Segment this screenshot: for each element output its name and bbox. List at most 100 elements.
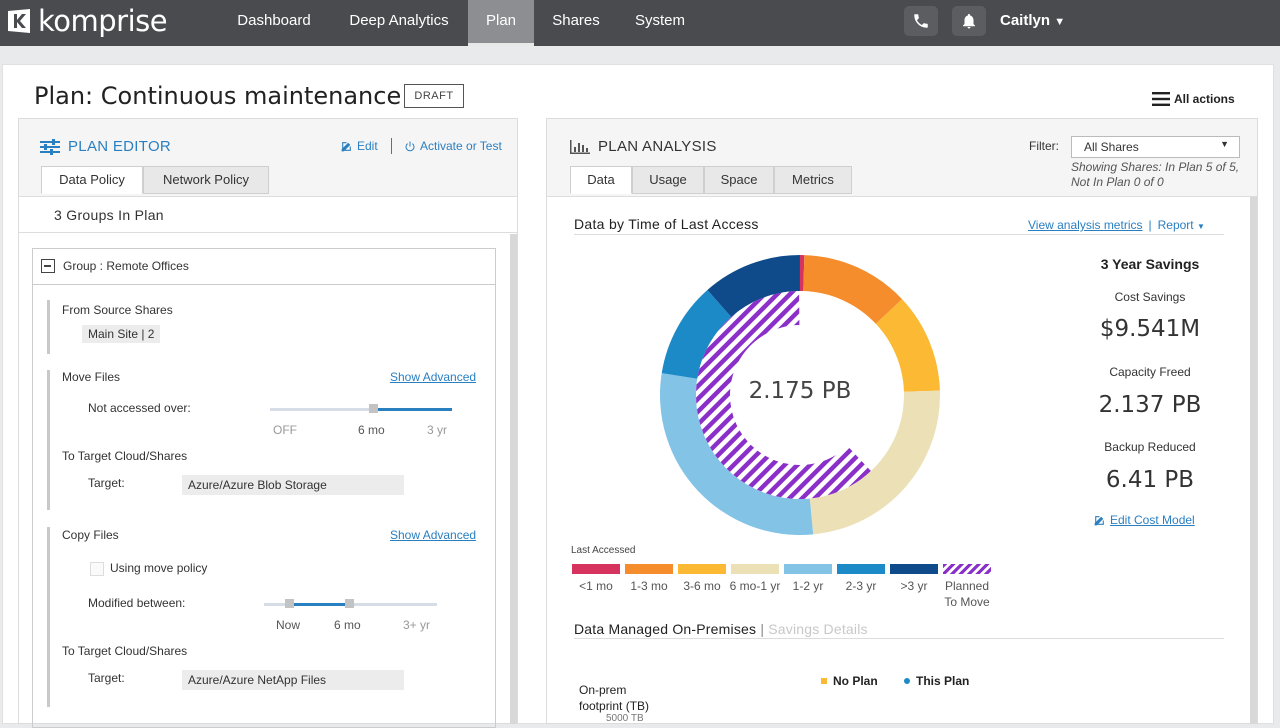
- copy-slider-handle-end[interactable]: [345, 599, 354, 608]
- donut-slice-2[interactable]: [803, 255, 903, 324]
- phone-button[interactable]: [904, 6, 938, 36]
- copy-slider-handle-start[interactable]: [285, 599, 294, 608]
- source-share-chip[interactable]: Main Site | 2: [82, 325, 161, 343]
- logo-text: komprise: [38, 4, 168, 38]
- donut-slice-5[interactable]: [660, 373, 814, 535]
- move-slider-handle[interactable]: [369, 404, 378, 413]
- legend-this-plan: This Plan: [904, 674, 969, 688]
- divider: [391, 138, 392, 154]
- using-move-policy-checkbox[interactable]: [90, 562, 104, 576]
- tab-usage[interactable]: Usage: [632, 166, 704, 194]
- donut-slice-3[interactable]: [875, 299, 940, 392]
- legend-label: 1-2 yr: [792, 579, 824, 593]
- report-label: Report: [1157, 218, 1194, 232]
- status-badge: DRAFT: [404, 84, 464, 108]
- logo[interactable]: komprise: [6, 4, 168, 38]
- filter-select[interactable]: All Shares ▼: [1071, 136, 1240, 158]
- move-slider-label-max: 3 yr: [427, 423, 448, 437]
- tab-data[interactable]: Data: [570, 166, 632, 194]
- copy-target-field[interactable]: Azure/Azure NetApp Files: [182, 670, 404, 690]
- legend-label: >3 yr: [900, 579, 928, 593]
- phone-icon: [914, 14, 928, 28]
- chart-title: Data by Time of Last Access: [574, 216, 759, 232]
- backup-reduced-label: Backup Reduced: [1104, 440, 1196, 454]
- plan-editor-panel: [18, 118, 518, 724]
- section-bar: [47, 370, 50, 510]
- move-show-advanced-link[interactable]: Show Advanced: [390, 370, 477, 384]
- nav-tab-dashboard[interactable]: Dashboard: [237, 12, 311, 29]
- tab-data-policy[interactable]: Data Policy: [41, 166, 143, 194]
- nav-tab-shares[interactable]: Shares: [552, 12, 600, 29]
- edit-button[interactable]: Edit: [340, 139, 378, 153]
- legend-label: 3-6 mo: [683, 579, 721, 593]
- tab-metrics[interactable]: Metrics: [774, 166, 852, 194]
- capacity-freed-value: 2.137 PB: [1098, 392, 1202, 418]
- page-title-prefix: Plan:: [34, 82, 94, 110]
- donut-slice-6[interactable]: [661, 290, 732, 379]
- copy-slider-label-mid: 6 mo: [334, 618, 361, 632]
- notifications-button[interactable]: [952, 6, 986, 36]
- copy-slider-label-min: Now: [276, 618, 301, 632]
- analysis-scrollbar[interactable]: [1250, 197, 1257, 724]
- footprint-tick: 5000 TB: [606, 713, 644, 724]
- nav-tab-plan[interactable]: Plan: [468, 0, 534, 46]
- plan-analysis-title: PLAN ANALYSIS: [570, 138, 717, 155]
- legend-swatch: [731, 564, 779, 574]
- legend-label: 2-3 yr: [845, 579, 877, 593]
- legend-swatch: [837, 564, 885, 574]
- modified-between-label: Modified between:: [88, 596, 186, 610]
- showing-shares: Showing Shares: In Plan 5 of 5, Not In P…: [1071, 160, 1239, 190]
- activate-button[interactable]: Activate or Test: [404, 139, 502, 153]
- donut-slice-4[interactable]: [809, 390, 940, 535]
- divider: [19, 232, 517, 233]
- move-target-field[interactable]: Azure/Azure Blob Storage: [182, 475, 404, 495]
- copy-show-advanced-link[interactable]: Show Advanced: [390, 528, 477, 542]
- cost-savings-label: Cost Savings: [1114, 290, 1186, 304]
- donut-chart: [660, 255, 940, 535]
- all-actions-label: All actions: [1174, 92, 1235, 106]
- group-name: Remote Offices: [106, 259, 189, 273]
- onprem-title: Data Managed On-Premises: [574, 621, 757, 637]
- showing-shares-line2: Not In Plan 0 of 0: [1071, 175, 1164, 189]
- donut-slice-1[interactable]: [800, 255, 805, 292]
- user-menu[interactable]: Caitlyn ▼: [1000, 0, 1065, 42]
- legend-swatch: [678, 564, 726, 574]
- planned-to-move-arc: [696, 291, 871, 499]
- report-dropdown[interactable]: Report ▼: [1158, 218, 1205, 232]
- copy-files-title: Copy Files: [62, 528, 119, 542]
- all-actions-menu[interactable]: All actions: [1152, 92, 1235, 106]
- tab-network-policy[interactable]: Network Policy: [143, 166, 269, 194]
- chart-links: View analysis metrics | Report ▼: [1028, 218, 1205, 232]
- nav-tab-system[interactable]: System: [634, 12, 685, 29]
- top-nav: komprise Dashboard Deep Analytics Plan S…: [0, 0, 1280, 46]
- move-slider-fill: [374, 408, 452, 411]
- plan-editor-title-text: PLAN EDITOR: [68, 138, 172, 155]
- nav-tab-deep-analytics[interactable]: Deep Analytics: [349, 12, 449, 29]
- move-files-title: Move Files: [62, 370, 121, 384]
- legend-swatch: [625, 564, 673, 574]
- move-target-title: To Target Cloud/Shares: [62, 449, 188, 463]
- bell-icon: [963, 13, 975, 29]
- move-slider-label-mid: 6 mo: [358, 423, 385, 437]
- move-target-label: Target:: [88, 476, 125, 490]
- savings-title: 3 Year Savings: [1100, 256, 1200, 272]
- savings-details-tab[interactable]: Savings Details: [768, 621, 868, 637]
- power-icon: [405, 141, 415, 151]
- copy-slider-fill: [290, 603, 350, 606]
- sliders-icon: [40, 138, 60, 155]
- using-move-policy-label: Using move policy: [110, 561, 208, 575]
- tab-space[interactable]: Space: [704, 166, 774, 194]
- footprint-line1: On-prem: [579, 683, 627, 697]
- section-bar: [47, 527, 50, 707]
- view-analysis-metrics-link[interactable]: View analysis metrics: [1028, 218, 1143, 232]
- donut-slice-7[interactable]: [707, 255, 800, 317]
- legend-label: 6 mo-1 yr: [729, 579, 781, 593]
- editor-scrollbar[interactable]: [510, 234, 517, 724]
- collapse-group-icon[interactable]: [41, 259, 55, 273]
- backup-reduced-value: 6.41 PB: [1105, 467, 1195, 493]
- legend-label: Planned To Move: [944, 579, 990, 609]
- user-name: Caitlyn: [1000, 12, 1051, 29]
- legend-title: Last Accessed: [571, 545, 636, 556]
- edit-cost-model-link[interactable]: Edit Cost Model: [1093, 513, 1195, 527]
- move-slider-track[interactable]: [270, 408, 452, 411]
